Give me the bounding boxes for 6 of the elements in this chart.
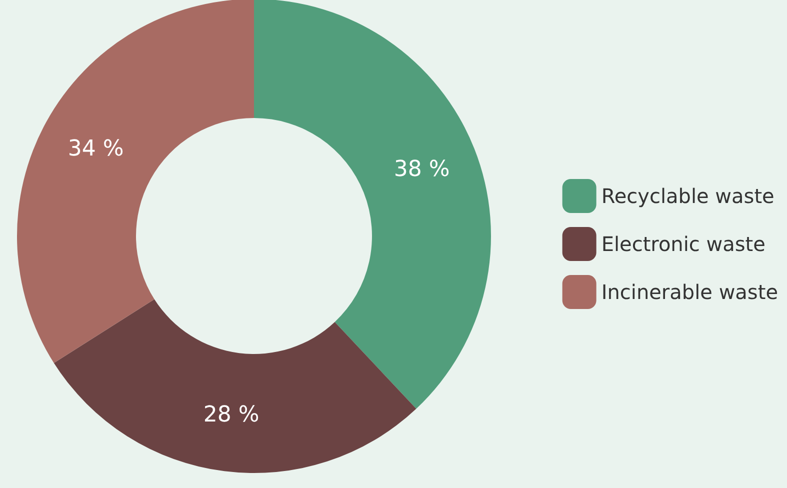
legend-label: Electronic waste (601, 232, 766, 256)
legend-label: Recyclable waste (601, 184, 774, 208)
data-label: 38 % (394, 157, 450, 182)
data-label: 28 % (203, 402, 260, 428)
data-label: 34 % (68, 136, 124, 162)
legend-label: Incinerable waste (601, 280, 778, 304)
